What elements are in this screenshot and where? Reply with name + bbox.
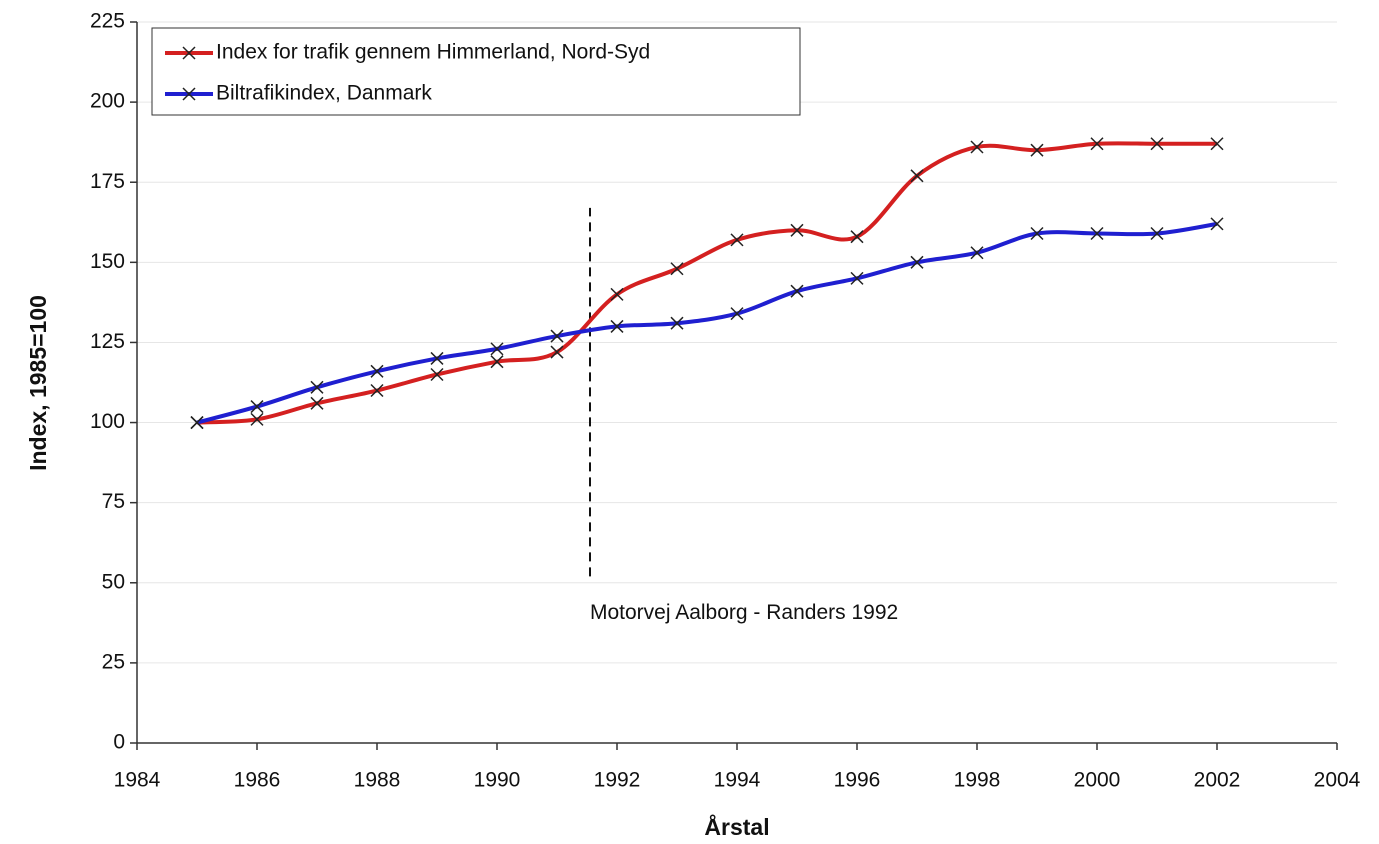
marker <box>850 230 864 244</box>
x-tick-label: 2002 <box>1194 769 1241 792</box>
annotation-text: Motorvej Aalborg - Randers 1992 <box>590 601 898 624</box>
x-tick-label: 1990 <box>474 769 521 792</box>
y-tick-label: 125 <box>90 330 125 353</box>
x-tick-label: 1986 <box>234 769 281 792</box>
legend-box <box>151 27 801 116</box>
y-tick-label: 100 <box>90 410 125 433</box>
x-tick-label: 1992 <box>594 769 641 792</box>
y-axis-label: Index, 1985=100 <box>25 295 51 471</box>
marker <box>850 271 864 285</box>
marker <box>730 233 744 247</box>
y-tick-label: 75 <box>102 490 125 513</box>
legend-marker <box>182 87 196 101</box>
marker <box>910 255 924 269</box>
marker <box>430 351 444 365</box>
marker <box>310 396 324 410</box>
marker <box>250 412 264 426</box>
y-tick-label: 0 <box>113 731 125 754</box>
x-tick-label: 1998 <box>954 769 1001 792</box>
y-tick-label: 200 <box>90 90 125 113</box>
marker <box>310 380 324 394</box>
y-tick-label: 225 <box>90 10 125 33</box>
x-tick-label: 1984 <box>114 769 161 792</box>
marker <box>430 367 444 382</box>
y-tick-label: 175 <box>90 170 125 193</box>
marker <box>670 262 684 276</box>
marker <box>1090 137 1104 151</box>
x-tick-label: 2000 <box>1074 769 1121 792</box>
marker <box>1210 137 1224 151</box>
marker <box>550 329 564 343</box>
x-axis-label: Årstal <box>704 813 769 840</box>
marker <box>1030 143 1044 157</box>
legend-label: Biltrafikindex, Danmark <box>216 82 432 105</box>
marker <box>1090 226 1104 241</box>
marker <box>490 355 504 369</box>
marker <box>490 342 504 356</box>
x-tick-label: 1994 <box>714 769 761 792</box>
marker <box>970 140 984 154</box>
x-tick-label: 2004 <box>1314 769 1361 792</box>
marker <box>550 345 564 359</box>
marker <box>790 284 804 298</box>
marker <box>610 287 624 301</box>
series-line <box>196 141 1217 425</box>
marker <box>370 364 384 378</box>
marker <box>1030 226 1044 241</box>
marker <box>970 246 984 260</box>
marker <box>790 223 804 237</box>
marker <box>190 416 204 430</box>
marker <box>250 400 264 414</box>
legend-label: Index for trafik gennem Himmerland, Nord… <box>216 41 650 64</box>
marker <box>610 319 624 333</box>
legend-marker <box>182 46 196 60</box>
x-tick-label: 1988 <box>354 769 401 792</box>
marker <box>910 169 924 183</box>
y-tick-label: 50 <box>102 570 125 593</box>
x-tick-label: 1996 <box>834 769 881 792</box>
marker <box>730 307 744 321</box>
marker <box>370 383 384 398</box>
marker <box>670 316 684 330</box>
y-tick-label: 150 <box>90 250 125 273</box>
marker <box>1210 217 1224 231</box>
y-tick-label: 25 <box>102 650 125 673</box>
marker <box>1150 137 1164 151</box>
marker <box>1150 226 1164 241</box>
series-line <box>196 221 1218 425</box>
